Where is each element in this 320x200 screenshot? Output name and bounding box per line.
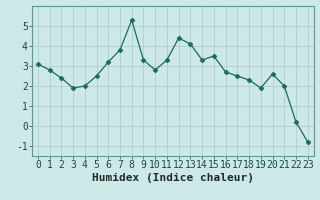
X-axis label: Humidex (Indice chaleur): Humidex (Indice chaleur): [92, 173, 254, 183]
